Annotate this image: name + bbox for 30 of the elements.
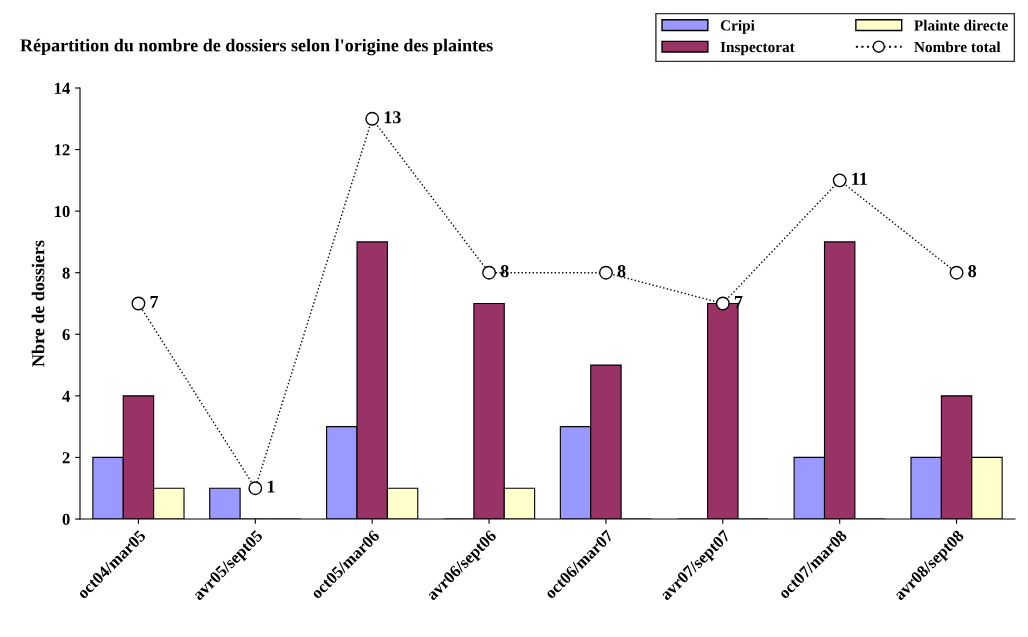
point [131,296,146,311]
point [365,111,380,126]
data-label: 1 [267,480,275,493]
data-label: 7 [734,296,743,308]
legend-label: Nombre total [914,41,1001,53]
point [715,296,730,311]
data-label: 7 [150,296,159,308]
point [248,481,263,496]
y-tick-label: 10 [54,205,70,218]
y-tick-label: 8 [62,267,70,279]
y-axis-title: Nbre de dossiers [31,240,45,367]
y-tick-label: 4 [62,390,70,402]
legend-label: Plainte directe [914,19,1008,31]
data-label: 13 [384,111,401,124]
point [832,173,847,188]
y-tick-label: 2 [62,452,70,464]
point [598,265,613,280]
chart-title: Répartition du nombre de dossiers selon l'origine des plaintes [20,38,493,56]
point [949,265,964,280]
legend-label: Inspectorat [720,42,795,56]
data-label: 8 [968,265,977,278]
data-label: 8 [500,265,509,278]
y-tick-label: 0 [62,513,70,525]
data-label: 8 [617,265,626,278]
legend-label: Cripi [720,19,755,34]
data-label: 11 [852,172,867,185]
y-tick-label: 6 [62,329,70,341]
point [482,265,497,280]
y-tick-label: 14 [54,82,70,94]
y-tick-label: 12 [54,144,70,156]
